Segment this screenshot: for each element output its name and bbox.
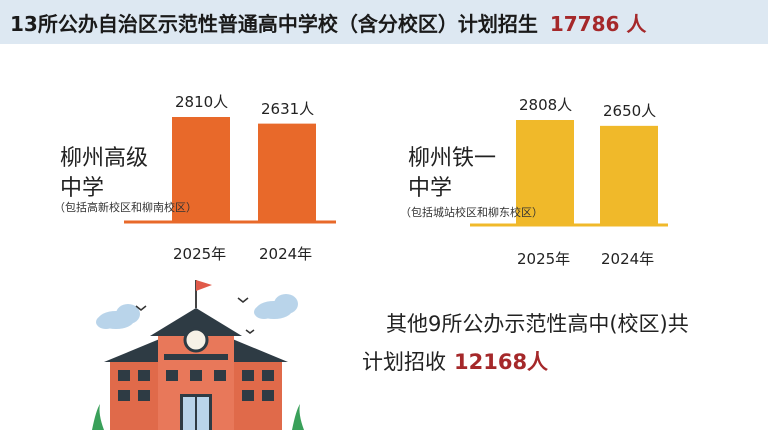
bar-2025年 [172, 117, 230, 221]
x-tick-label: 2024年 [601, 250, 655, 268]
bar-value-label: 2631人 [261, 99, 315, 118]
other-count: 12168人 [454, 350, 549, 374]
bar-value-label: 2810人 [175, 93, 229, 111]
cloud-icon [96, 294, 298, 329]
bar-2024年 [258, 123, 316, 221]
bar-value-label: 2650人 [603, 101, 657, 120]
title-text: 13所公办自治区示范性普通高中学校（含分校区）计划招生 [10, 12, 538, 36]
x-tick-label: 2024年 [259, 245, 313, 263]
bar-2024年 [600, 125, 658, 224]
school-note-0: （包括高新校区和柳南校区） [54, 201, 197, 214]
school-note-1: （包括城站校区和柳东校区） [400, 206, 543, 219]
school-building-icon [92, 280, 304, 430]
other-schools-text: 其他9所公办示范性高中(校区)共 [386, 312, 689, 336]
bar-2025年 [516, 120, 574, 224]
other-prefix: 计划招收 [362, 350, 446, 374]
x-tick-label: 2025年 [517, 250, 571, 268]
school-name-line: 中学 [408, 176, 453, 201]
x-tick-label: 2025年 [173, 245, 227, 263]
school-name-line: 柳州铁一 [408, 146, 497, 171]
total-count: 17786 人 [549, 12, 647, 36]
school-name-line: 中学 [60, 176, 105, 201]
school-name-line: 柳州高级 [60, 146, 149, 171]
bar-value-label: 2808人 [519, 96, 573, 114]
other-schools-total: 计划招收 12168人 [362, 346, 548, 376]
school-name-1: 柳州铁一 中学 [408, 144, 496, 204]
school-name-0: 柳州高级 中学 [60, 144, 148, 204]
title-banner: 13所公办自治区示范性普通高中学校（含分校区）计划招生 17786 人 [0, 0, 768, 44]
page-title: 13所公办自治区示范性普通高中学校（含分校区）计划招生 17786 人 [10, 8, 646, 37]
